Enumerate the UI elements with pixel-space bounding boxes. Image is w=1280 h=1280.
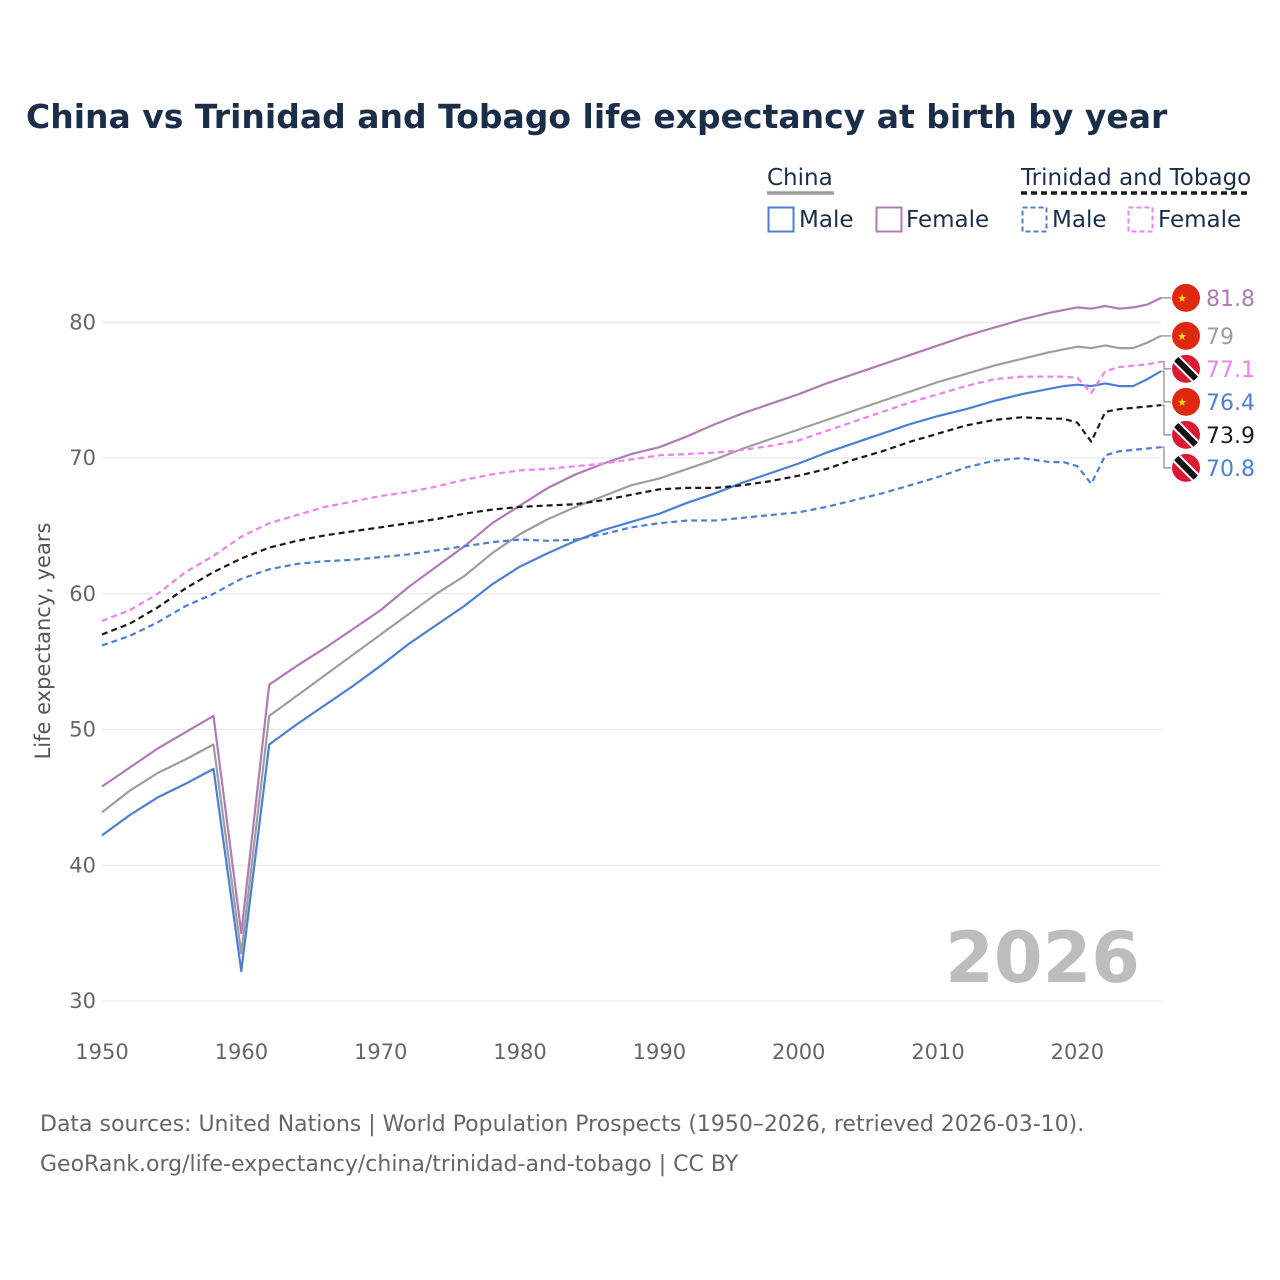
x-tick-label: 1950 xyxy=(75,1040,128,1064)
legend-tt-male-label: Male xyxy=(1052,207,1106,233)
year-watermark: 2026 xyxy=(945,917,1140,999)
end-label-connector xyxy=(1161,370,1171,403)
y-tick-label: 70 xyxy=(69,446,96,470)
end-label-value: 76.4 xyxy=(1206,391,1255,416)
x-tick-label: 1980 xyxy=(493,1040,546,1064)
x-axis: 1950 1960 1970 1980 1990 2000 2010 2020 xyxy=(75,1040,1104,1064)
china-flag-icon: ★ xyxy=(1172,283,1200,312)
x-tick-label: 1970 xyxy=(354,1040,407,1064)
series-line-china-total xyxy=(101,334,1162,955)
legend-group-china: China xyxy=(767,165,833,191)
trinidad-and-tobago-flag-icon xyxy=(1172,453,1200,482)
legend-tt-female-swatch xyxy=(1127,206,1154,233)
x-tick-label: 2010 xyxy=(911,1040,964,1064)
y-axis-label: Life expectancy, years xyxy=(31,523,55,760)
end-label-connector xyxy=(1161,361,1171,370)
end-label-value: 77.1 xyxy=(1206,358,1255,383)
series-line-trinidad-and-tobago-female xyxy=(101,360,1162,622)
source-line-2: GeoRank.org/life-expectancy/china/trinid… xyxy=(40,1152,739,1177)
y-tick-label: 30 xyxy=(69,989,96,1013)
gridlines xyxy=(102,321,1161,1002)
y-tick-label: 60 xyxy=(69,582,96,606)
legend-tt-male-swatch xyxy=(1021,206,1048,233)
chart-title: China vs Trinidad and Tobago life expect… xyxy=(26,97,1168,136)
y-tick-label: 80 xyxy=(69,310,96,334)
series-line-trinidad-and-tobago-total xyxy=(101,404,1162,636)
series-line-china-male xyxy=(101,370,1162,973)
legend-group-trinidad-and-tobago: Trinidad and Tobago xyxy=(1020,165,1251,191)
end-labels: ★ 81.8 ★ 79 77.1 ★ 76.4 73.9 70.8 xyxy=(1161,283,1255,482)
series-line-china-female xyxy=(101,296,1162,935)
source-line-1: Data sources: United Nations | World Pop… xyxy=(40,1112,1084,1137)
legend-china-male-label: Male xyxy=(799,207,853,233)
legend: China Male Female Trinidad and Tobago Ma… xyxy=(767,165,1251,233)
x-tick-label: 2020 xyxy=(1051,1040,1104,1064)
legend-china-female-swatch xyxy=(875,206,903,233)
legend-china-female-label: Female xyxy=(906,207,989,233)
x-tick-label: 1960 xyxy=(215,1040,268,1064)
svg-text:★: ★ xyxy=(1177,396,1187,409)
y-tick-label: 50 xyxy=(69,718,96,742)
legend-china-male-swatch xyxy=(767,206,795,233)
x-tick-label: 1990 xyxy=(633,1040,686,1064)
end-label-connector xyxy=(1161,404,1171,436)
series-line-trinidad-and-tobago-male xyxy=(101,446,1162,647)
trinidad-and-tobago-flag-icon xyxy=(1172,354,1200,383)
svg-text:★: ★ xyxy=(1177,292,1187,305)
series xyxy=(101,296,1162,973)
y-axis: 30 40 50 60 70 80 xyxy=(69,310,96,1013)
china-flag-icon: ★ xyxy=(1172,387,1200,416)
china-flag-icon: ★ xyxy=(1172,321,1200,350)
y-tick-label: 40 xyxy=(69,853,96,877)
x-tick-label: 2000 xyxy=(772,1040,825,1064)
legend-tt-female-label: Female xyxy=(1158,207,1241,233)
trinidad-and-tobago-flag-icon xyxy=(1172,420,1200,449)
end-label-value: 73.9 xyxy=(1206,424,1255,449)
end-label-connector xyxy=(1161,446,1171,469)
end-label-value: 81.8 xyxy=(1206,287,1255,312)
end-label-value: 70.8 xyxy=(1206,457,1255,482)
end-label-value: 79 xyxy=(1206,325,1234,350)
svg-text:★: ★ xyxy=(1177,330,1187,343)
